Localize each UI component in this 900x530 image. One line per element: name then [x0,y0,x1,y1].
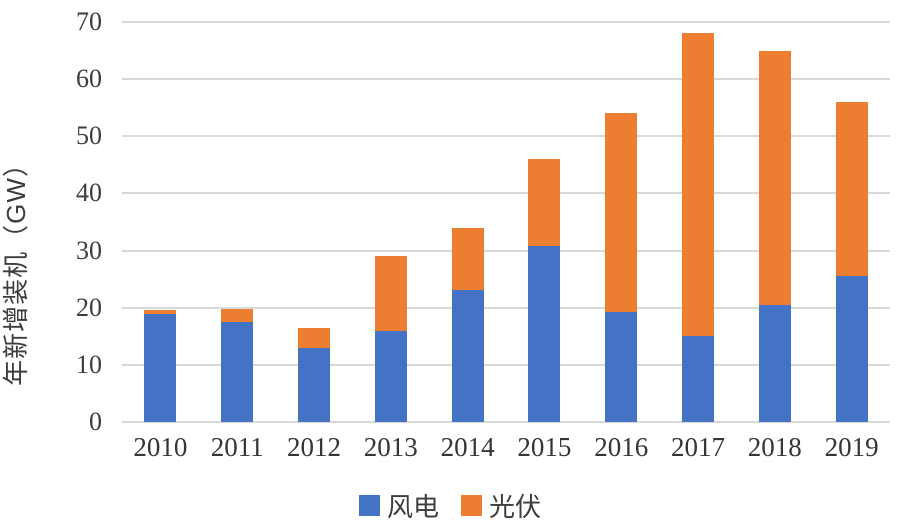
y-tick-label-50: 50 [76,121,102,151]
bar-segment-2010-风电 [144,314,177,422]
gridline-70 [122,21,890,23]
bar-segment-2010-光伏 [144,310,177,314]
gridline-50 [122,135,890,138]
bar-segment-2011-风电 [221,322,254,422]
bar-segment-2018-光伏 [758,50,791,305]
gridline-30 [122,249,890,252]
bar-segment-2016-风电 [605,311,638,422]
bar-segment-2013-风电 [374,330,407,422]
legend: 风电 光伏 [0,487,900,524]
gridline-40 [122,192,890,195]
wind-swatch [358,495,380,516]
plot-area [122,21,890,423]
bar-segment-2015-光伏 [528,159,561,246]
bar-segment-2014-光伏 [451,227,484,290]
bar-segment-2019-光伏 [835,102,868,276]
bar-segment-2019-风电 [835,275,868,422]
gridline-20 [122,306,890,309]
legend-label-solar: 光伏 [489,492,542,522]
legend-label-wind: 风电 [386,492,439,522]
x-tick-label-2017: 2017 [671,432,725,462]
y-tick-label-70: 70 [76,7,102,36]
y-tick-label-20: 20 [76,292,102,322]
gridline-0 [122,421,890,423]
x-tick-label-2018: 2018 [747,432,802,462]
x-tick-label-2013: 2013 [363,432,418,462]
bar-segment-2012-光伏 [298,327,330,349]
y-tick-label-30: 30 [76,235,102,265]
x-tick-label-2014: 2014 [440,432,495,462]
bar-segment-2015-风电 [528,246,561,422]
x-tick-label-2011: 2011 [210,432,264,462]
bar-segment-2013-光伏 [374,256,407,331]
solar-swatch [461,495,482,516]
y-tick-label-10: 10 [76,349,102,379]
y-tick-label-0: 0 [89,407,102,436]
y-tick-label-60: 60 [76,64,102,94]
x-tick-label-2016: 2016 [594,432,649,462]
bar-segment-2017-风电 [682,336,714,422]
x-tick-label-2015: 2015 [517,432,572,462]
bar-segment-2014-风电 [451,290,484,422]
bar-segment-2017-光伏 [682,33,714,337]
bar-segment-2011-光伏 [221,309,254,322]
x-tick-label-2012: 2012 [287,432,341,462]
gridline-10 [122,363,890,366]
x-tick-label-2010: 2010 [133,432,188,462]
bar-segment-2018-风电 [758,304,791,422]
y-tick-label-40: 40 [76,178,102,208]
bar-segment-2012-风电 [298,348,330,422]
legend-item-wind: 风电 [358,487,439,524]
gridline-60 [122,78,890,81]
x-tick-label-2019: 2019 [824,432,879,462]
legend-item-solar: 光伏 [461,487,541,524]
bar-segment-2016-光伏 [605,113,638,312]
